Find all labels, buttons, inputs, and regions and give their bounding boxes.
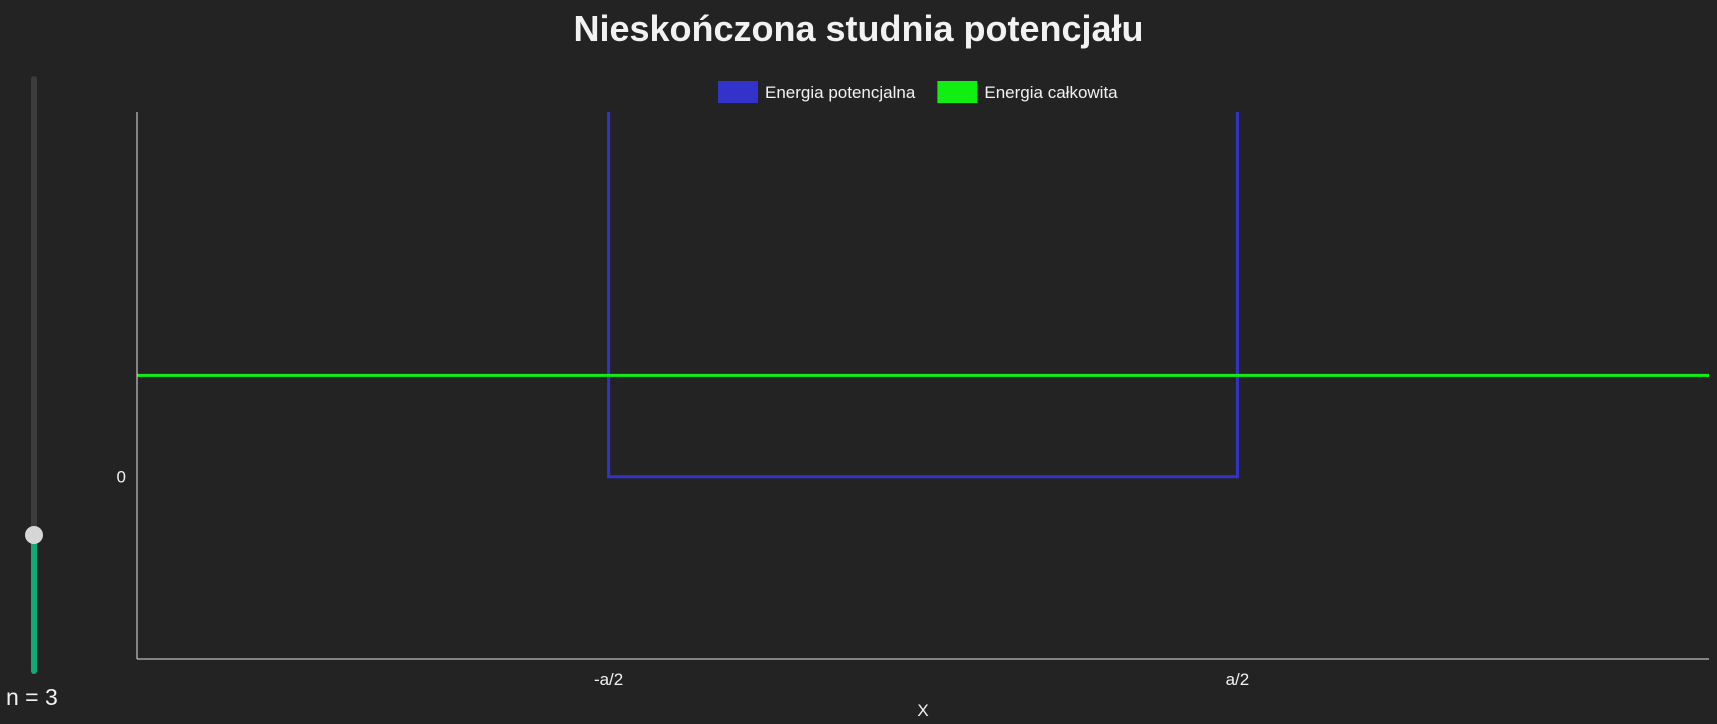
legend-label: Energia potencjalna: [765, 83, 916, 102]
slider-track[interactable]: [31, 76, 37, 674]
legend-item-energia-potencjalna[interactable]: Energia potencjalna: [718, 81, 916, 103]
page-title: Nieskończona studnia potencjału: [573, 8, 1144, 49]
slider-label: n: [6, 684, 19, 710]
slider-thumb[interactable]: [25, 526, 43, 545]
legend-swatch: [937, 81, 978, 103]
legend-swatch: [718, 81, 758, 103]
axes: [136, 112, 1709, 660]
slider-fill: [31, 535, 37, 674]
slider-readout: n = 3: [6, 684, 58, 711]
legend-label: Energia całkowita: [984, 83, 1118, 102]
n-slider[interactable]: [25, 76, 43, 674]
slider-value: 3: [45, 684, 58, 710]
series-line-energia-potencjalna: [607, 112, 1239, 479]
legend: Energia potencjalna Energia całkowita: [718, 81, 1118, 103]
legend-item-energia-ca-kowita[interactable]: Energia całkowita: [937, 81, 1118, 103]
x-tick-label: -a/2: [594, 670, 623, 689]
x-tick-label: a/2: [1226, 670, 1250, 689]
x-axis-label: X: [917, 701, 928, 720]
y-tick-label: 0: [117, 468, 126, 487]
slider-separator: =: [18, 684, 46, 710]
plot-area: [137, 112, 1709, 479]
tick-labels: -a/2 a/2 0: [117, 468, 1250, 689]
